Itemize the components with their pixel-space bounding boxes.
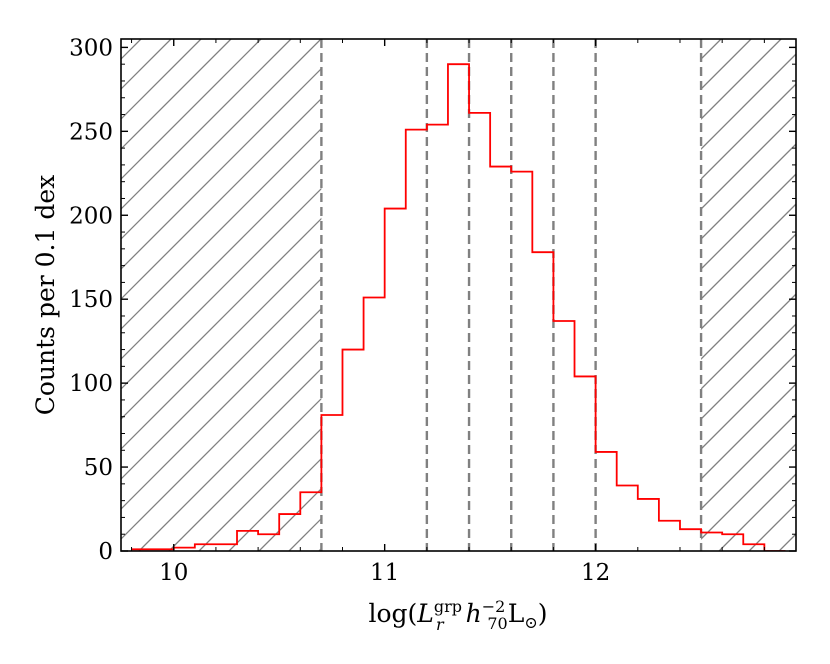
hatch-line [778,533,796,551]
hatch-line [748,503,796,551]
x-tick-label: 10 [159,560,188,586]
hatch-line [121,39,292,210]
hatch-line [559,39,830,551]
hatched-region-1 [121,39,830,551]
hatch-line [179,39,691,551]
hatch-line [121,97,322,300]
x-tick-label: 12 [581,560,610,586]
hatch-line [701,233,796,330]
hatch-line [121,39,322,240]
hatch-line [121,157,322,360]
hatch-line [739,39,830,551]
x-axis-label: log(Lgrp r h−2 70L⊙) [368,597,547,634]
hatch-line [379,39,830,551]
hatch-line [288,517,322,551]
hatched-region-2 [149,39,830,551]
hatch-line [649,39,830,551]
hatch-line [701,293,796,390]
hatch-line [701,413,796,510]
hatch-line [228,457,322,551]
hatch-line [318,547,322,551]
hatch-line [149,39,661,551]
hatch-line [121,39,262,180]
hatch-line [701,383,796,480]
hatch-line [198,427,322,551]
hatch-line [701,53,796,150]
hatch-line [168,397,322,551]
hatch-line [701,39,722,60]
hatch-line [121,67,322,270]
hatch-line [769,39,830,551]
hatch-line [619,39,830,551]
dashed-vertical-lines [320,39,703,551]
hatch-line [529,39,830,551]
hatch-line [138,367,322,551]
hatch-line [701,173,796,270]
hatch-line [499,39,830,551]
hatch-line [701,203,796,300]
hatch-line [709,39,830,551]
hatch-line [121,127,322,330]
y-tick-label: 250 [69,119,113,145]
hatch-line [701,323,796,420]
hatch-line [701,443,796,540]
x-tick-label: 11 [370,560,399,586]
plot-frame [120,38,797,552]
hatch-line [409,39,830,551]
hatch-line [121,337,322,540]
y-tick-label: 200 [69,203,113,229]
axis-ticks: 10 11 12 0 50 100 150 200 250 300 [69,35,796,586]
y-tick-label: 100 [69,371,113,397]
hatch-line [121,39,232,150]
hatch-line [701,39,752,90]
hatch-line [121,307,322,510]
hatched-regions [121,39,830,551]
histogram-series [131,63,786,551]
y-tick-label: 150 [69,287,113,313]
hatch-line [121,187,322,390]
hatch-line [121,217,322,420]
hatch-line [349,39,830,551]
hatch-line [701,113,796,210]
hatch-line [469,39,830,551]
histogram-step-line [131,63,786,551]
y-tick-label: 50 [84,455,113,481]
hatch-line [701,83,796,180]
hatch-line [121,247,322,450]
hatch-line [799,39,830,551]
y-axis-label: Counts per 0.1 dex [31,175,60,416]
hatch-line [809,39,830,551]
hatch-line [439,39,830,551]
y-tick-label: 0 [98,539,113,565]
hatch-line [258,487,322,551]
hatch-line [121,277,322,480]
hatch-line [701,263,796,360]
y-tick-label: 300 [69,35,113,61]
